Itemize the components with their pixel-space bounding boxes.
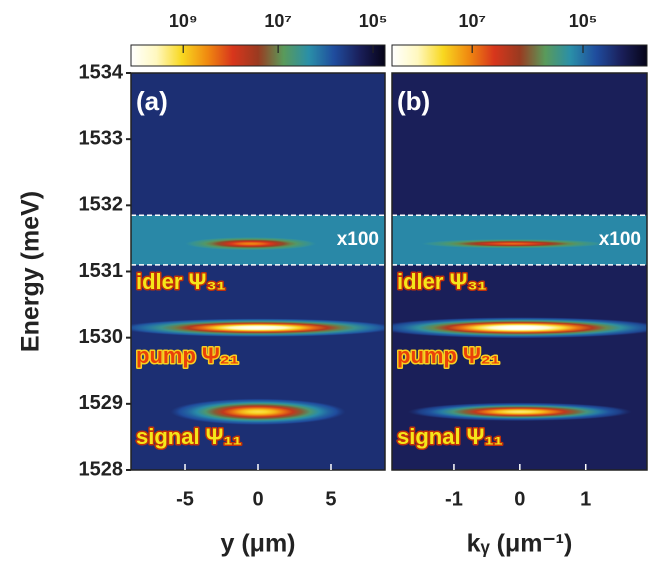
- plot-area: [131, 73, 385, 470]
- y-tick-label: 1534: [79, 61, 124, 83]
- colorbar-tick-label: 10⁷: [458, 11, 485, 31]
- x-axis-label: kᵧ (μm⁻¹): [467, 530, 573, 558]
- x-tick-label: -5: [176, 488, 194, 510]
- emission-band: [420, 239, 606, 249]
- x-tick-label: 0: [252, 488, 263, 510]
- y-axis-label: Energy (meV): [17, 191, 45, 352]
- x-tick-label: 5: [325, 488, 336, 510]
- x-axis-label: y (μm): [220, 530, 295, 558]
- annotation: idler Ψ₃₁: [397, 269, 487, 294]
- colorbar-tick-label: 10⁹: [169, 11, 198, 31]
- colorbar: [391, 44, 648, 67]
- annotation: idler Ψ₃₁: [136, 269, 226, 294]
- panel-label: (a): [136, 86, 168, 116]
- y-tick-label: 1528: [79, 458, 124, 480]
- y-tick-label: 1533: [79, 127, 124, 149]
- panel-label: (b): [397, 86, 430, 116]
- emission-band: [131, 318, 385, 338]
- colorbar-tick-label: 10⁵: [569, 11, 597, 31]
- colorbar-tick-label: 10⁷: [264, 11, 291, 31]
- annotation: pump Ψ₂₁: [397, 343, 500, 368]
- annotation: signal Ψ₁₁: [397, 424, 503, 449]
- emission-band: [170, 398, 346, 426]
- y-tick-label: 1531: [79, 260, 124, 282]
- x-tick-label: 1: [580, 488, 591, 510]
- colorbar-tick-label: 10⁵: [359, 11, 387, 31]
- annotation: pump Ψ₂₁: [136, 343, 239, 368]
- plot-area: [392, 73, 647, 470]
- x-tick-label: 0: [514, 488, 525, 510]
- y-tick-label: 1532: [79, 194, 124, 216]
- region-label: x100: [337, 229, 379, 250]
- emission-band: [407, 402, 632, 422]
- annotation: signal Ψ₁₁: [136, 424, 242, 449]
- region-label: x100: [599, 229, 641, 250]
- y-tick-label: 1529: [79, 392, 124, 414]
- colorbar: [130, 44, 386, 67]
- emission-band: [185, 237, 317, 251]
- y-tick-label: 1530: [79, 326, 124, 348]
- emission-band: [392, 317, 647, 339]
- x-tick-label: -1: [445, 488, 463, 510]
